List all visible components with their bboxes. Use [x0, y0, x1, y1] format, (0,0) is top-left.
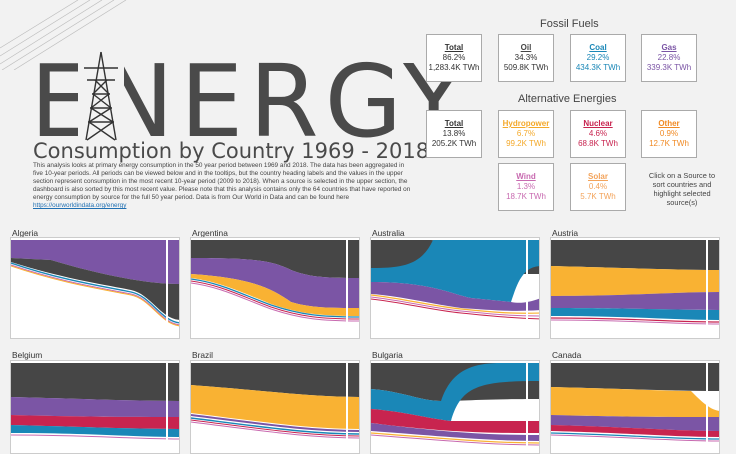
card-pct: 0.4% — [588, 182, 608, 191]
power-lines-decoration — [0, 0, 127, 70]
country-label: Brazil — [192, 350, 213, 360]
card-value: 434.3K TWh — [575, 63, 621, 72]
country-label: Canada — [552, 350, 582, 360]
stream-chart — [371, 238, 539, 338]
card-coal[interactable]: Coal 29.2% 434.3K TWh — [570, 34, 626, 82]
card-name: Total — [444, 119, 464, 128]
card-pct: 22.8% — [657, 53, 681, 62]
description: This analysis looks at primary energy co… — [33, 162, 413, 210]
card-name: Total — [444, 43, 464, 52]
card-name: Solar — [587, 172, 608, 181]
sort-hint: Click on a Source to sort countries and … — [648, 171, 716, 207]
card-other[interactable]: Other 0.9% 12.7K TWh — [641, 110, 697, 158]
card-pct: 13.8% — [442, 129, 466, 138]
card-oil[interactable]: Oil 34.3% 509.8K TWh — [498, 34, 554, 82]
card-value: 5.7K TWh — [580, 192, 616, 201]
alternative-energies-title: Alternative Energies — [518, 93, 617, 105]
country-panel-austria[interactable] — [550, 237, 720, 339]
card-pct: 29.2% — [586, 53, 610, 62]
card-pct: 86.2% — [442, 53, 466, 62]
country-panel-belgium[interactable] — [10, 360, 180, 454]
card-value: 18.7K TWh — [506, 192, 546, 201]
card-wind[interactable]: Wind 1.3% 18.7K TWh — [498, 163, 554, 211]
card-value: 1,283.4K TWh — [428, 63, 480, 72]
country-panel-brazil[interactable] — [190, 360, 360, 454]
card-pct: 0.9% — [659, 129, 679, 138]
source-link[interactable]: https://ourworldindata.org/energy — [33, 202, 127, 209]
card-pct: 4.6% — [588, 129, 608, 138]
fossil-fuels-title: Fossil Fuels — [540, 18, 599, 30]
card-value: 68.8K TWh — [578, 139, 618, 148]
country-label: Belgium — [12, 350, 43, 360]
page-subtitle: Consumption by Country 1969 - 2018 — [33, 139, 430, 163]
card-fossil-total[interactable]: Total 86.2% 1,283.4K TWh — [426, 34, 482, 82]
transmission-tower-icon — [78, 50, 124, 142]
card-value: 12.7K TWh — [649, 139, 689, 148]
card-name: Nuclear — [583, 119, 613, 128]
stream-chart — [371, 361, 539, 453]
card-value: 99.2K TWh — [506, 139, 546, 148]
country-panel-algeria[interactable] — [10, 237, 180, 339]
card-gas[interactable]: Gas 22.8% 339.3K TWh — [641, 34, 697, 82]
card-name: Coal — [589, 43, 607, 52]
card-pct: 6.7% — [516, 129, 536, 138]
card-nuclear[interactable]: Nuclear 4.6% 68.8K TWh — [570, 110, 626, 158]
stream-chart — [191, 238, 359, 338]
country-label: Bulgaria — [372, 350, 403, 360]
stream-chart — [551, 238, 719, 338]
card-pct: 34.3% — [514, 53, 538, 62]
stream-chart — [11, 238, 179, 338]
country-label: Australia — [372, 228, 405, 238]
card-value: 509.8K TWh — [503, 63, 549, 72]
stream-chart — [191, 361, 359, 453]
country-label: Austria — [552, 228, 579, 238]
card-name: Hydropower — [502, 119, 550, 128]
card-solar[interactable]: Solar 0.4% 5.7K TWh — [570, 163, 626, 211]
country-label: Argentina — [192, 228, 228, 238]
country-panel-bulgaria[interactable] — [370, 360, 540, 454]
card-name: Other — [658, 119, 680, 128]
country-panel-canada[interactable] — [550, 360, 720, 454]
card-pct: 1.3% — [516, 182, 536, 191]
card-name: Gas — [661, 43, 677, 52]
description-text: This analysis looks at primary energy co… — [33, 162, 411, 201]
country-panel-argentina[interactable] — [190, 237, 360, 339]
card-name: Wind — [516, 172, 536, 181]
card-hydropower[interactable]: Hydropower 6.7% 99.2K TWh — [498, 110, 554, 158]
country-label: Algeria — [12, 228, 39, 238]
card-value: 205.2K TWh — [431, 139, 477, 148]
card-value: 339.3K TWh — [646, 63, 692, 72]
stream-chart — [551, 361, 719, 453]
card-alt-total[interactable]: Total 13.8% 205.2K TWh — [426, 110, 482, 158]
country-panel-australia[interactable] — [370, 237, 540, 339]
card-name: Oil — [520, 43, 532, 52]
stream-chart — [11, 361, 179, 453]
